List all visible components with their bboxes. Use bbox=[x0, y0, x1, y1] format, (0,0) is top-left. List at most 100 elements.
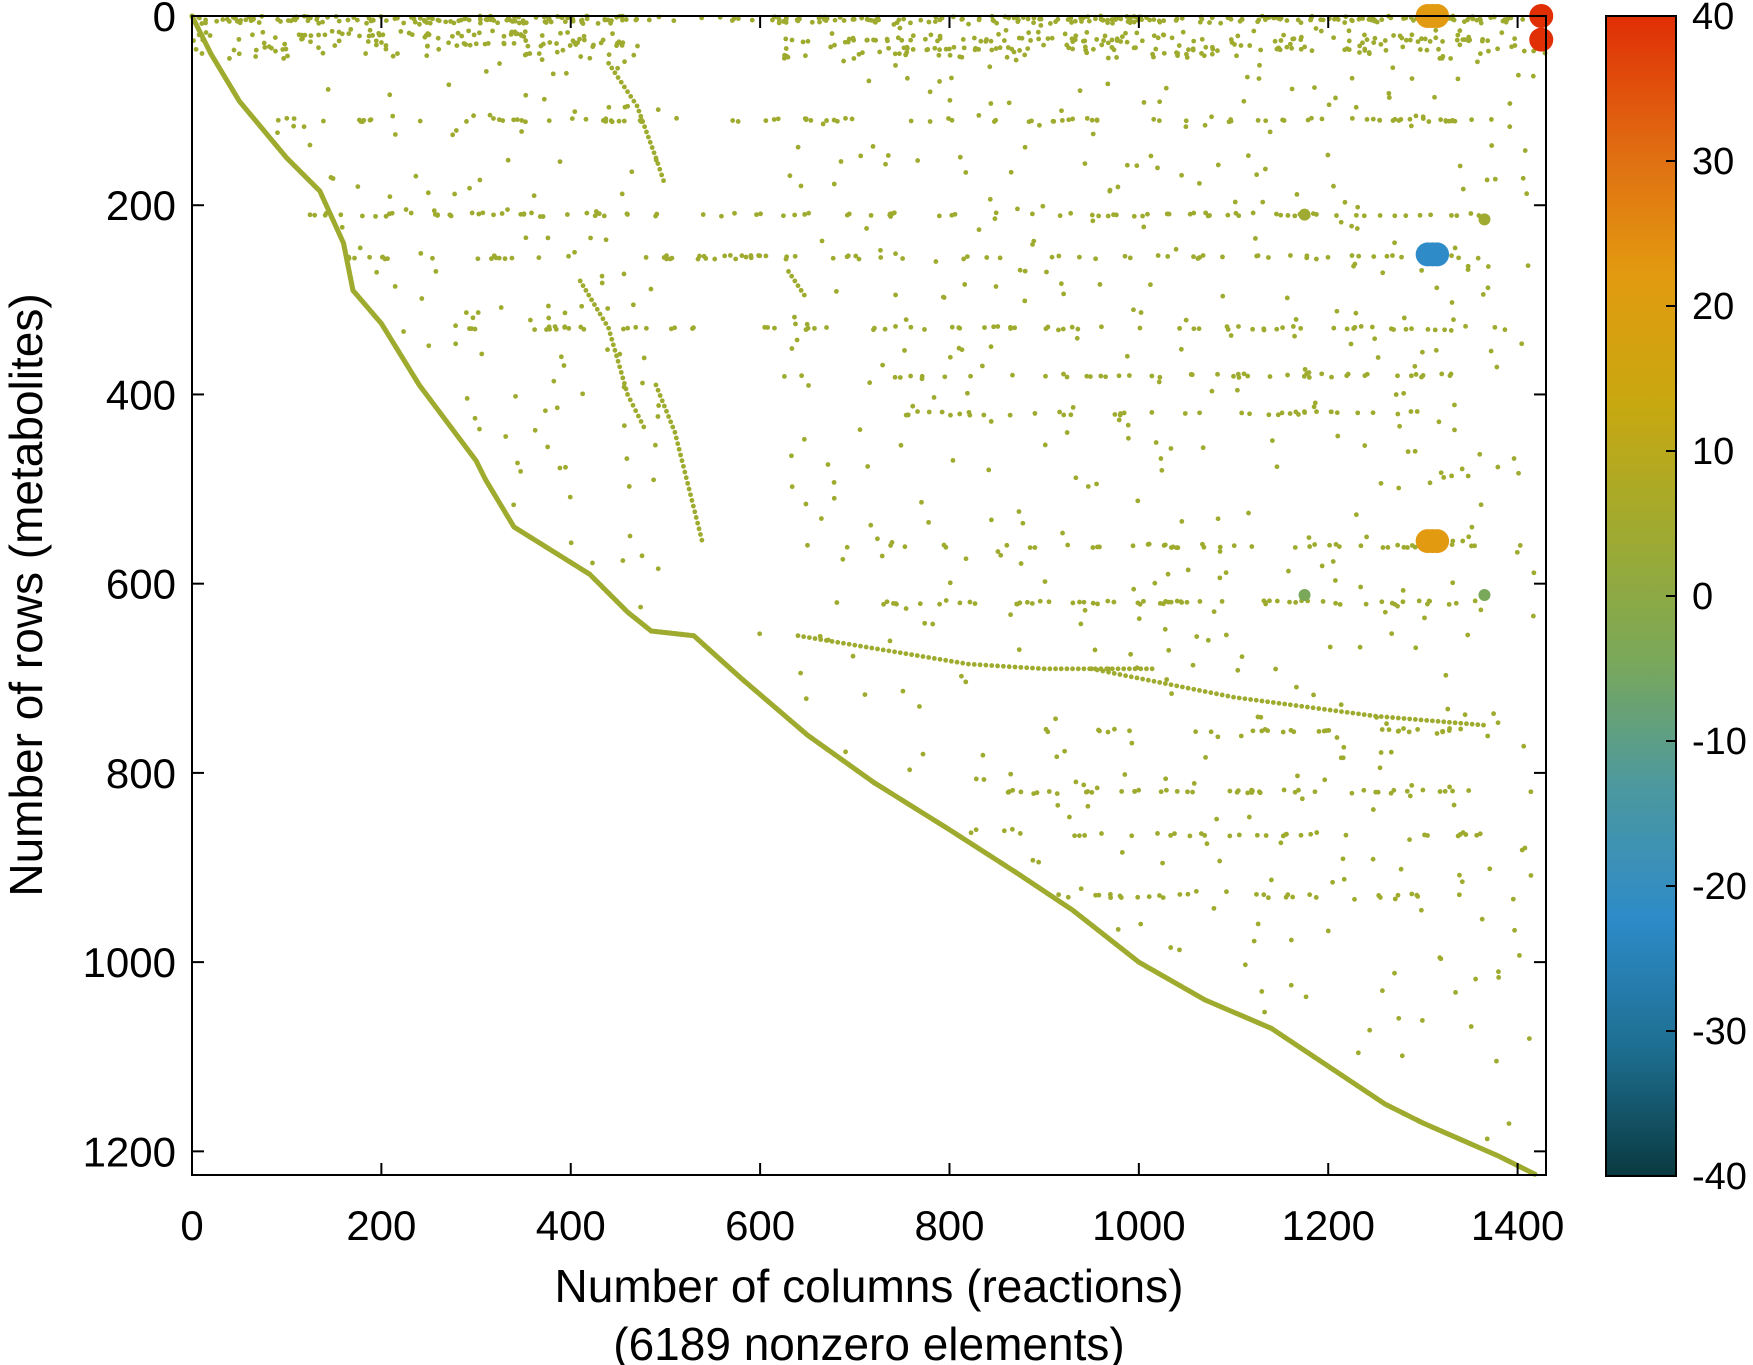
row-entry bbox=[900, 256, 906, 261]
row-entry bbox=[1432, 327, 1438, 333]
scatter-entry bbox=[1330, 559, 1336, 564]
top-band-entry bbox=[436, 18, 442, 24]
band-entry bbox=[681, 463, 686, 469]
top-band-entry bbox=[366, 33, 372, 39]
scatter-entry bbox=[1022, 144, 1028, 150]
top-band-entry bbox=[1047, 21, 1053, 26]
scatter-entry bbox=[891, 21, 897, 27]
row-entry bbox=[895, 35, 901, 41]
top-band-entry bbox=[1123, 30, 1128, 36]
top-band-entry bbox=[261, 40, 267, 46]
top-band-entry bbox=[832, 17, 838, 23]
band-entry bbox=[699, 537, 705, 543]
row-entry bbox=[346, 256, 352, 261]
scatter-entry bbox=[1334, 308, 1340, 314]
row-entry bbox=[1358, 323, 1364, 329]
scatter-entry bbox=[1457, 163, 1463, 169]
top-band-entry bbox=[800, 39, 806, 45]
y-tick-label: 1200 bbox=[83, 1128, 176, 1175]
scatter-entry bbox=[1395, 542, 1401, 548]
row-entry bbox=[1196, 326, 1202, 332]
scatter-entry bbox=[617, 351, 623, 357]
row-entry bbox=[802, 212, 808, 217]
scatter-entry bbox=[1341, 876, 1347, 882]
row-entry bbox=[1146, 894, 1152, 900]
scatter-entry bbox=[392, 284, 398, 289]
row-entry bbox=[1231, 543, 1237, 549]
scatter-entry bbox=[1128, 651, 1134, 657]
top-band-entry bbox=[1119, 34, 1125, 40]
row-entry bbox=[1312, 542, 1318, 547]
row-entry bbox=[1183, 118, 1189, 124]
row-entry bbox=[1304, 253, 1310, 259]
band-entry bbox=[688, 492, 693, 498]
scatter-entry bbox=[963, 170, 969, 175]
scatter-entry bbox=[1465, 263, 1471, 269]
scatter-entry bbox=[993, 284, 999, 289]
row-entry bbox=[1323, 728, 1329, 733]
row-entry bbox=[1337, 602, 1343, 607]
row-entry bbox=[690, 326, 695, 331]
top-band-entry bbox=[1374, 19, 1380, 25]
band-entry bbox=[1458, 720, 1464, 726]
band-entry bbox=[1121, 666, 1127, 672]
scatter-entry bbox=[1521, 743, 1527, 749]
row-entry bbox=[1089, 212, 1095, 218]
band-entry bbox=[1333, 708, 1339, 714]
row-entry bbox=[1190, 789, 1195, 795]
row-entry bbox=[1363, 601, 1369, 607]
row-entry bbox=[1263, 118, 1269, 124]
top-band-entry bbox=[495, 20, 501, 26]
row-entry bbox=[881, 601, 886, 607]
scatter-entry bbox=[1202, 122, 1208, 128]
scatter-entry bbox=[988, 344, 994, 350]
row-entry bbox=[1140, 213, 1145, 219]
top-band-entry bbox=[1366, 50, 1372, 55]
top-band-entry bbox=[1228, 16, 1234, 22]
scatter-entry bbox=[862, 692, 868, 697]
scatter-entry bbox=[857, 427, 863, 433]
row-entry bbox=[1377, 118, 1383, 123]
row-entry bbox=[1455, 833, 1461, 839]
scatter-entry bbox=[1157, 99, 1163, 105]
scatter-entry bbox=[787, 173, 793, 179]
scatter-entry bbox=[937, 79, 942, 84]
band-entry bbox=[989, 663, 995, 668]
scatter-entry bbox=[1148, 153, 1154, 159]
highlighted-entry bbox=[1425, 529, 1450, 554]
top-band-entry bbox=[459, 33, 465, 39]
band-entry bbox=[966, 661, 971, 667]
top-band-entry bbox=[422, 34, 428, 40]
row-entry bbox=[926, 409, 932, 415]
row-entry bbox=[1168, 599, 1174, 605]
top-band-entry bbox=[236, 36, 242, 42]
top-band-entry bbox=[516, 20, 522, 26]
row-entry bbox=[1008, 326, 1013, 331]
row-entry bbox=[1403, 37, 1409, 43]
top-band-entry bbox=[1495, 46, 1500, 52]
row-entry bbox=[1274, 211, 1279, 217]
colorbar-tick-label: 40 bbox=[1692, 0, 1734, 38]
scatter-entry bbox=[789, 484, 795, 490]
scatter-entry bbox=[866, 78, 872, 84]
top-band-entry bbox=[1161, 50, 1167, 56]
top-band-entry bbox=[868, 17, 874, 23]
row-entry bbox=[1228, 117, 1234, 122]
scatter-entry bbox=[831, 181, 837, 187]
scatter-entry bbox=[1138, 310, 1144, 315]
band-entry bbox=[666, 414, 671, 419]
scatter-entry bbox=[1469, 524, 1475, 530]
row-entry bbox=[927, 119, 933, 124]
scatter-entry bbox=[988, 101, 994, 106]
band-entry bbox=[1276, 700, 1282, 706]
row-entry bbox=[643, 255, 649, 260]
scatter-entry bbox=[1131, 213, 1137, 219]
scatter-entry bbox=[1492, 176, 1498, 182]
scatter-entry bbox=[453, 128, 459, 133]
row-entry bbox=[1145, 211, 1150, 217]
band-entry bbox=[642, 124, 647, 130]
scatter-entry bbox=[947, 97, 953, 103]
top-band-entry bbox=[207, 33, 213, 38]
row-entry bbox=[623, 17, 629, 22]
